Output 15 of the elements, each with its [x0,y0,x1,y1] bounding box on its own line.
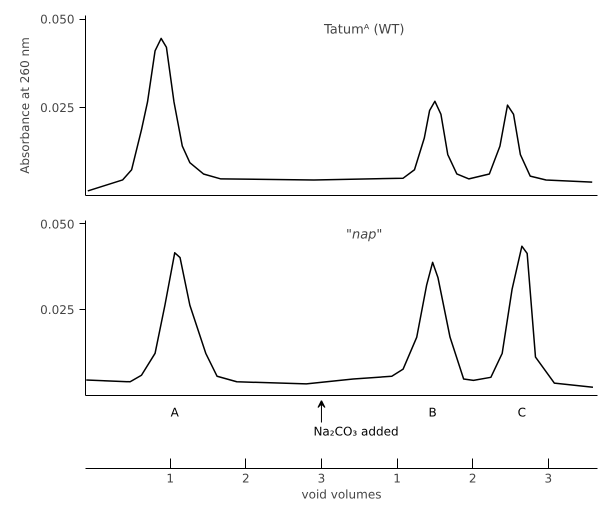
text: Tatumᴬ (WT) [322,22,404,38]
y-axis-title: Absorbance at 260 nm [18,37,32,174]
x-tick-label: 1 [166,472,174,486]
y-tick-label: 0.050 [40,217,75,232]
x-axis-title: void volumes [302,488,382,502]
text: Na₂CO₃ added [313,424,399,438]
text: A [170,406,180,420]
text: B [428,406,437,420]
x-tick-label: 3 [318,472,326,486]
y-tick-label: 0.025 [40,303,75,318]
x-tick-label: 2 [242,472,250,486]
y-tick-label: 0.050 [40,12,75,27]
text: C [518,406,526,420]
y-tick-label: 0.025 [40,100,75,115]
text: "nap" [346,228,382,242]
